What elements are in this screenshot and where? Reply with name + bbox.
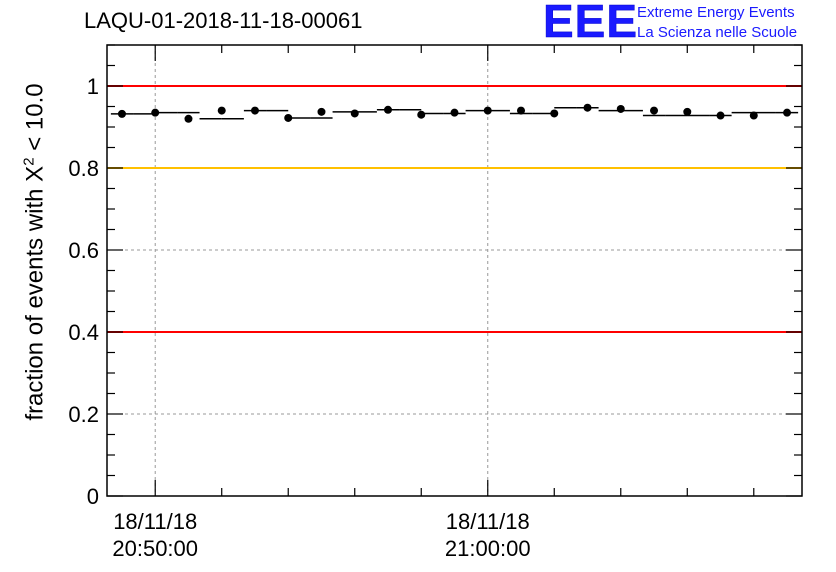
- data-point: [749, 111, 758, 120]
- logo-line-1: Extreme Energy Events: [637, 4, 795, 21]
- data-point: [616, 104, 625, 113]
- data-point: [417, 110, 426, 119]
- data-point: [284, 113, 293, 122]
- y-tick-label: 1: [87, 74, 99, 99]
- x-tick-label-time: 21:00:00: [444, 536, 531, 561]
- x-tick-label-date: 18/11/18: [445, 509, 530, 534]
- x-tick-label-date: 18/11/18: [113, 509, 198, 534]
- data-point: [117, 109, 126, 118]
- data-point: [184, 114, 193, 123]
- data-point: [517, 106, 526, 115]
- y-tick-label: 0.2: [68, 402, 99, 427]
- y-tick-label: 0.6: [68, 238, 99, 263]
- data-point: [250, 106, 259, 115]
- data-point: [650, 106, 659, 115]
- data-point: [683, 107, 692, 116]
- x-tick-label-time: 20:50:00: [112, 536, 199, 561]
- y-tick-label: 0: [87, 484, 99, 509]
- data-point: [383, 105, 392, 114]
- y-tick-label: 0.4: [68, 320, 99, 345]
- x-tick-label: 18/11/18 21:00:00: [436, 508, 540, 562]
- chart-title: LAQU-01-2018-11-18-00061: [84, 8, 363, 33]
- data-point: [217, 106, 226, 115]
- data-point: [550, 109, 559, 118]
- y-tick-label: 0.8: [68, 156, 99, 181]
- data-point: [483, 106, 492, 115]
- logo-line-2: La Scienza nelle Scuole: [637, 24, 798, 41]
- data-point: [583, 103, 592, 112]
- data-point: [716, 111, 725, 120]
- data-point: [783, 108, 792, 117]
- x-tick-label: 18/11/18 20:50:00: [103, 508, 207, 562]
- data-point: [317, 107, 326, 116]
- data-point: [350, 109, 359, 118]
- data-point: [450, 108, 459, 117]
- data-point: [151, 108, 160, 117]
- eee-logo-mark: EEE: [543, 0, 639, 47]
